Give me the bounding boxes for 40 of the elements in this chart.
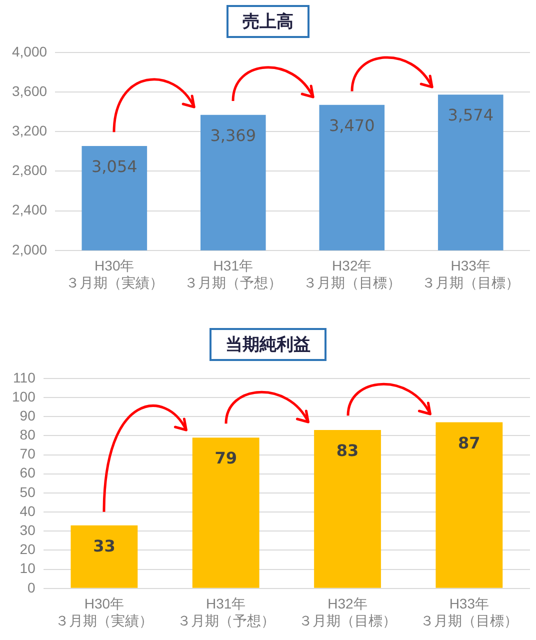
data-label: 3,470 [328, 116, 375, 136]
data-label: 87 [458, 433, 480, 452]
x-tick-label: H31年３月期（予想） [176, 596, 275, 628]
y-tick-label: 80 [20, 426, 36, 443]
y-tick-label: 0 [28, 579, 36, 596]
data-label: 33 [93, 536, 116, 556]
data-label: 3,574 [448, 106, 494, 125]
x-tick-label: H32年３月期（目標） [302, 258, 401, 290]
y-tick-label: 4,000 [12, 43, 48, 60]
bar [192, 438, 260, 588]
y-tick-label: 40 [20, 502, 36, 519]
y-tick-label: 90 [20, 407, 36, 424]
y-tick-label: 60 [20, 464, 36, 481]
y-tick-label: 70 [20, 446, 36, 462]
chart-title: 当期純利益 [210, 328, 326, 361]
y-tick-label: 2,400 [12, 202, 48, 218]
y-tick-label: 3,600 [12, 82, 48, 99]
y-tick-label: 110 [13, 369, 36, 386]
y-tick-label: 30 [20, 522, 36, 538]
y-tick-label: 50 [20, 484, 36, 500]
data-label: 3,369 [210, 126, 256, 146]
y-tick-label: 3,200 [12, 122, 48, 138]
y-tick-label: 100 [12, 388, 36, 404]
y-tick-label: 2,800 [12, 162, 48, 178]
bar [314, 430, 381, 588]
bar [70, 525, 138, 588]
x-tick-label: H31年３月期（予想） [184, 258, 282, 290]
data-label: 83 [336, 441, 359, 460]
data-label: 79 [214, 448, 237, 468]
x-tick-label: H30年３月期（実績） [55, 596, 154, 628]
x-tick-label: H33年３月期（目標） [420, 596, 518, 628]
y-tick-label: 2,000 [12, 241, 48, 258]
bar [436, 422, 503, 588]
data-label: 3,054 [92, 157, 138, 176]
y-tick-label: 10 [20, 560, 36, 576]
chart-title: 売上高 [226, 5, 310, 38]
x-tick-label: H30年３月期（実績） [65, 258, 164, 290]
x-tick-label: H32年３月期（目標） [298, 596, 397, 628]
y-tick-label: 20 [20, 541, 36, 558]
x-tick-label: H33年３月期（目標） [422, 258, 520, 290]
